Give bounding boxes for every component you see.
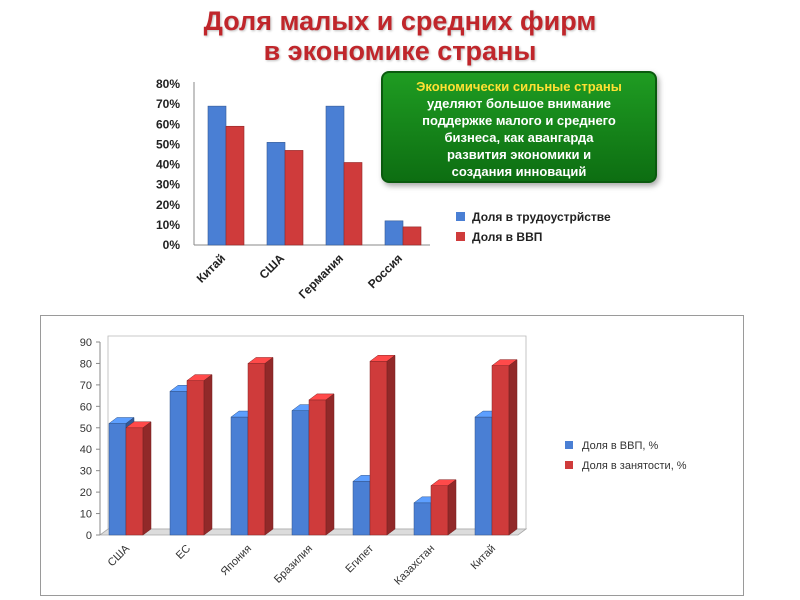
bar — [343, 162, 363, 246]
y-tick-label: 30% — [156, 178, 180, 192]
x-category-label: Россия — [365, 251, 405, 291]
bar — [474, 416, 493, 536]
bar — [291, 410, 310, 536]
y-tick-label: 10 — [80, 509, 92, 521]
chart-bottom: 0 10 20 30 40 50 60 70 80 90 США ЕС Япония Бразилия Ег… — [80, 335, 687, 588]
x-category-label: США — [256, 251, 287, 282]
x-category-label: Китай — [194, 251, 228, 285]
bar — [284, 150, 304, 246]
y-tick-label: 40 — [80, 444, 92, 456]
bar — [325, 105, 345, 246]
bar-side — [264, 356, 274, 536]
slide-title-line2: в экономике страны — [263, 36, 537, 66]
bar-side — [325, 393, 335, 536]
y-tick-label: 30 — [80, 466, 92, 478]
y-tick-label: 0% — [163, 238, 181, 252]
bar — [491, 365, 510, 536]
y-tick-label: 20% — [156, 198, 180, 212]
y-tick-label: 60% — [156, 117, 180, 131]
callout-line: создания инноваций — [451, 164, 587, 179]
bar-side — [386, 354, 396, 536]
callout-line: развития экономики и — [446, 147, 592, 162]
bar-side — [142, 421, 152, 536]
legend-swatch — [456, 232, 465, 241]
chart-top: 0% 10% 20% 30% 40% 50% 60% 70% 80% Китай США Герман… — [156, 77, 611, 301]
x-category-label: Германия — [296, 251, 346, 301]
slide-title-line1: Доля малых и средних фирм — [203, 6, 597, 36]
y-tick-label: 10% — [156, 218, 180, 232]
bar — [413, 502, 432, 536]
bar-side — [508, 359, 518, 536]
x-category-label: Бразилия — [272, 543, 315, 586]
callout-line: бизнеса, как авангарда — [444, 130, 594, 145]
bar — [125, 427, 144, 536]
bar — [247, 363, 266, 536]
legend-label: Доля в трудоустрйстве — [472, 210, 611, 224]
x-category-label: Китай — [469, 543, 499, 573]
bar — [369, 361, 388, 536]
x-category-label: США — [106, 542, 133, 569]
bar — [186, 380, 205, 536]
y-tick-label: 50% — [156, 137, 180, 151]
y-tick-label: 70 — [80, 380, 92, 392]
y-tick-label: 20 — [80, 487, 92, 499]
callout-line: уделяют большое внимание — [426, 96, 612, 111]
bar — [308, 399, 327, 536]
bar — [402, 226, 422, 246]
y-tick-label: 80 — [80, 358, 92, 370]
bar — [352, 481, 371, 536]
bar — [384, 220, 404, 246]
bar — [266, 142, 286, 246]
bar — [169, 391, 188, 536]
y-tick-label: 0 — [86, 530, 92, 542]
bar-side — [203, 374, 213, 536]
bar — [225, 125, 245, 246]
x-category-label: Казахстан — [392, 543, 437, 588]
bar — [230, 416, 249, 536]
x-category-label: Япония — [219, 543, 255, 579]
bar — [207, 105, 227, 246]
x-category-label: Египет — [343, 543, 376, 576]
legend-swatch — [565, 441, 573, 449]
callout-highlight: Экономически сильные страны — [416, 79, 622, 94]
y-tick-label: 90 — [80, 337, 92, 349]
y-tick-label: 50 — [80, 423, 92, 435]
bar — [430, 485, 449, 536]
y-tick-label: 40% — [156, 158, 180, 172]
legend-label: Доля в ВВП, % — [582, 440, 658, 452]
y-tick-label: 60 — [80, 401, 92, 413]
y-tick-label: 70% — [156, 97, 180, 111]
callout-line: поддержке малого и среднего — [422, 113, 616, 128]
legend-swatch — [456, 212, 465, 221]
legend-label: Доля в ВВП — [472, 230, 542, 244]
bar — [108, 423, 127, 536]
x-category-label: ЕС — [174, 543, 193, 562]
y-tick-label: 80% — [156, 77, 180, 91]
bar-side — [447, 479, 457, 536]
callout-box: Экономически сильные страны уделяют боль… — [381, 71, 657, 183]
legend-label: Доля в занятости, % — [582, 460, 687, 472]
legend-swatch — [565, 461, 573, 469]
